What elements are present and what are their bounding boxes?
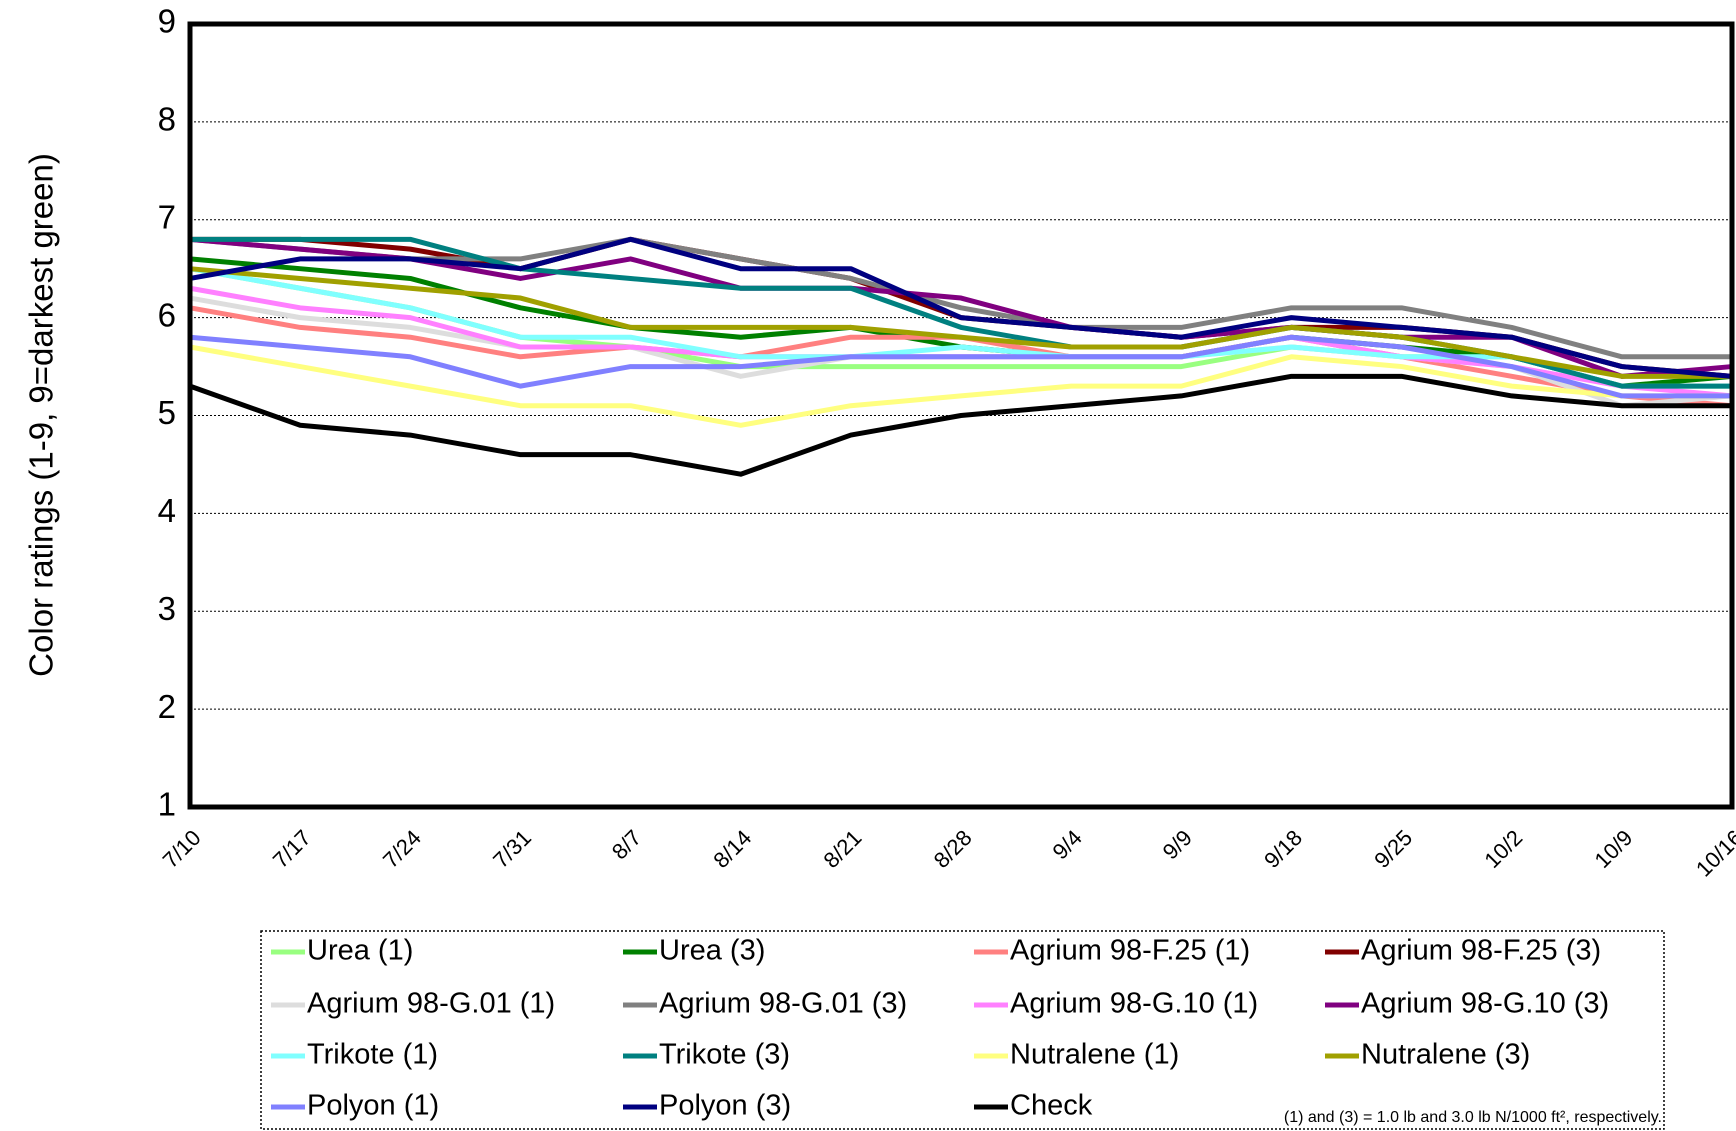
series-line <box>189 373 1732 477</box>
legend-label: Agrium 98-G.10 (1) <box>1010 988 1258 1020</box>
x-tick-label: 10/2 <box>1479 825 1527 873</box>
y-tick-label: 7 <box>158 198 176 235</box>
legend-label: Urea (3) <box>659 935 765 967</box>
legend-label: Check <box>1010 1090 1093 1122</box>
legend-label: Trikote (1) <box>307 1039 438 1071</box>
footnote: (1) and (3) = 1.0 lb and 3.0 lb N/1000 f… <box>1284 1109 1662 1126</box>
series-line <box>189 236 1733 379</box>
series-line <box>189 344 1732 428</box>
legend-label: Agrium 98-F.25 (3) <box>1361 935 1601 967</box>
series-line <box>189 334 1732 399</box>
plot-frame <box>187 21 1735 810</box>
y-tick-label: 4 <box>158 492 176 529</box>
series-line <box>189 285 1733 399</box>
legend-label: Nutralene (3) <box>1361 1039 1530 1071</box>
legend-label: Agrium 98-G.01 (1) <box>307 988 555 1020</box>
x-tick-label: 10/9 <box>1590 825 1638 873</box>
legend-box <box>260 930 1665 1130</box>
x-tick-label: 8/21 <box>819 825 867 873</box>
y-axis-label: Color ratings (1-9, 9=darkest green) <box>23 153 60 677</box>
x-tick-label: 10/16 <box>1691 825 1736 882</box>
x-tick-label: 9/9 <box>1158 825 1197 864</box>
legend-label: Agrium 98-G.10 (3) <box>1361 988 1609 1020</box>
x-tick-label: 7/31 <box>488 825 536 873</box>
y-tick-label: 3 <box>158 590 176 627</box>
series-line <box>189 236 1733 379</box>
x-tick-label: 9/4 <box>1047 825 1086 864</box>
y-tick-label: 6 <box>158 296 176 333</box>
x-tick-label: 9/25 <box>1369 825 1417 873</box>
x-tick-label: 9/18 <box>1259 825 1307 873</box>
legend-label: Agrium 98-F.25 (1) <box>1010 935 1250 967</box>
x-tick-label: 7/10 <box>158 825 206 873</box>
legend-label: Trikote (3) <box>659 1039 790 1071</box>
legend-label: Polyon (1) <box>307 1090 439 1122</box>
x-tick-label: 8/7 <box>607 825 646 864</box>
x-tick-label: 8/28 <box>929 825 977 873</box>
legend-label: Agrium 98-G.01 (3) <box>659 988 907 1020</box>
x-tick-label: 7/17 <box>268 825 316 873</box>
x-tick-label: 7/24 <box>378 825 426 873</box>
series-line <box>189 266 1732 389</box>
y-tick-label: 5 <box>158 394 176 431</box>
legend-label: Urea (1) <box>307 935 413 967</box>
x-tick-label: 8/14 <box>708 825 756 873</box>
series-line <box>189 236 1732 360</box>
y-tick-label: 1 <box>158 786 176 823</box>
legend-label: Nutralene (1) <box>1010 1039 1179 1071</box>
y-tick-label: 2 <box>158 688 176 725</box>
series-line <box>189 266 1732 379</box>
y-tick-label: 8 <box>158 101 176 138</box>
legend-label: Polyon (3) <box>659 1090 791 1122</box>
y-tick-label: 9 <box>158 3 176 40</box>
